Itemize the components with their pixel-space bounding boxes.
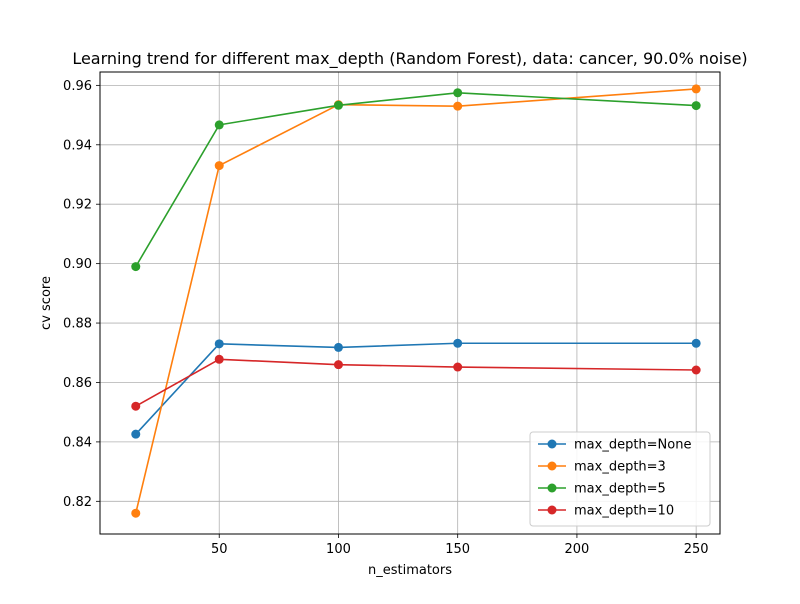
chart-title: Learning trend for different max_depth (… — [72, 49, 747, 69]
legend-swatch-marker — [547, 461, 557, 471]
legend-label: max_depth=10 — [574, 504, 674, 519]
y-tick-label: 0.86 — [63, 376, 92, 391]
grid-layer — [100, 72, 720, 534]
y-axis-label: cv score — [39, 276, 54, 330]
data-point — [131, 401, 141, 411]
legend-label: max_depth=3 — [574, 460, 666, 475]
data-point — [333, 100, 343, 110]
data-point — [214, 354, 224, 364]
data-point — [691, 338, 701, 348]
axes-frame — [99, 71, 721, 535]
data-point — [453, 101, 463, 111]
y-tick-label: 0.82 — [63, 495, 92, 510]
legend-swatch-marker — [547, 505, 557, 515]
x-tick-label: 200 — [565, 542, 590, 557]
y-tick-label: 0.96 — [63, 79, 92, 94]
data-point — [131, 429, 141, 439]
y-tick-label: 0.88 — [63, 317, 92, 332]
x-axis-label: n_estimators — [368, 563, 452, 578]
x-tick-label: 50 — [211, 542, 228, 557]
legend-label: max_depth=5 — [574, 482, 666, 497]
legend-label: max_depth=None — [574, 438, 691, 453]
legend-swatch-marker — [547, 439, 557, 449]
data-point — [333, 360, 343, 370]
tick-layer: 50 100 150 200 250 0.82 0.84 0.86 0.88 0.90 0.92 0.… — [63, 79, 709, 557]
x-tick-label: 100 — [326, 542, 351, 557]
data-point — [691, 101, 701, 111]
legend: max_depth=None max_depth=3 max_depth=5 max_… — [529, 431, 711, 527]
data-point — [453, 338, 463, 348]
data-point — [453, 88, 463, 98]
legend-box — [529, 431, 711, 527]
y-tick-label: 0.92 — [63, 198, 92, 213]
x-tick-label: 250 — [684, 542, 709, 557]
data-point — [131, 508, 141, 518]
data-point — [214, 161, 224, 171]
data-point — [333, 342, 343, 352]
data-point — [453, 362, 463, 372]
data-point — [131, 262, 141, 272]
y-tick-label: 0.90 — [63, 257, 92, 272]
legend-swatch-marker — [547, 483, 557, 493]
series-layer — [131, 84, 701, 518]
data-point — [691, 365, 701, 375]
y-tick-label: 0.84 — [63, 435, 92, 450]
data-point — [214, 339, 224, 349]
data-point — [214, 120, 224, 130]
x-tick-label: 150 — [445, 542, 470, 557]
data-point — [691, 84, 701, 94]
y-tick-label: 0.94 — [63, 138, 92, 153]
